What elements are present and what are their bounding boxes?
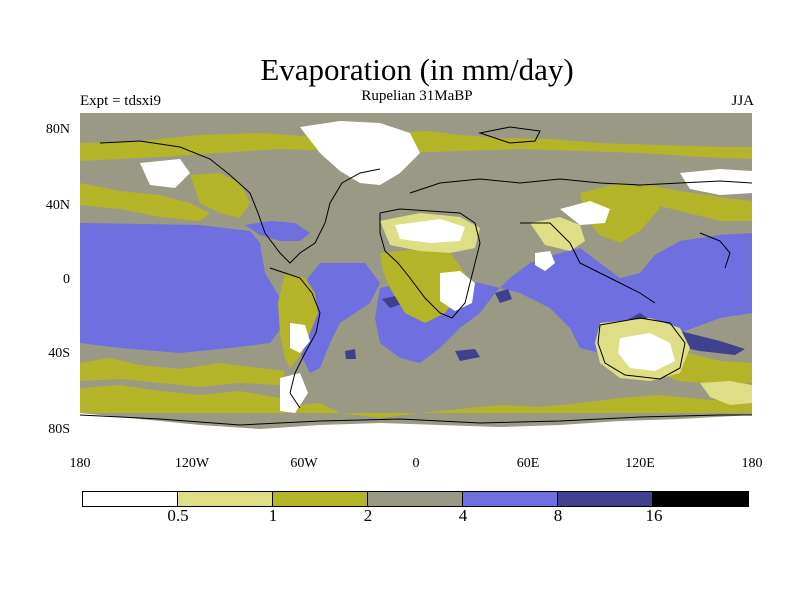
lon-tick-0: 0 bbox=[412, 456, 420, 471]
field-olive-north-2 bbox=[80, 183, 210, 221]
colorbar-box-5 bbox=[463, 492, 558, 506]
lat-tick-80s: 80S bbox=[48, 422, 70, 437]
colorbar bbox=[82, 491, 749, 507]
field-white-gobi bbox=[560, 201, 610, 225]
field-olive-samerica bbox=[278, 273, 318, 368]
field-white-antarctica bbox=[80, 413, 752, 449]
lat-tick-40n: 40N bbox=[45, 198, 70, 213]
colorbar-box-7 bbox=[653, 492, 748, 506]
field-white-india bbox=[535, 251, 555, 271]
colorbar-label-1: 1 bbox=[268, 506, 278, 525]
field-olive-south-2 bbox=[80, 358, 285, 387]
colorbar-label-8: 8 bbox=[553, 506, 563, 525]
colorbar-box-4 bbox=[368, 492, 463, 506]
lon-tick-120e: 120E bbox=[625, 456, 655, 471]
lat-tick-0: 0 bbox=[63, 272, 70, 287]
chart-subtitle: Rupelian 31MaBP bbox=[361, 88, 473, 104]
field-darkblue-4 bbox=[495, 289, 512, 303]
field-white-arctic bbox=[300, 121, 420, 185]
field-blue-pacific-west bbox=[80, 223, 285, 353]
colorbar-box-2 bbox=[178, 492, 273, 506]
season-label: JJA bbox=[731, 93, 754, 109]
field-lightyellow-south bbox=[700, 381, 752, 405]
field-white-safrica bbox=[440, 271, 475, 311]
lat-tick-40s: 40S bbox=[48, 346, 70, 361]
colorbar-label-4: 4 bbox=[458, 506, 468, 525]
colorbar-box-3 bbox=[273, 492, 368, 506]
field-blue-atlantic bbox=[295, 263, 380, 373]
lon-tick-120w: 120W bbox=[174, 456, 210, 471]
field-blue-north-pacific bbox=[245, 221, 310, 241]
field-white-samerica bbox=[290, 323, 310, 353]
colorbar-label-0.5: 0.5 bbox=[167, 506, 189, 525]
field-white-northeast bbox=[680, 169, 752, 195]
lon-tick-60e: 60E bbox=[516, 456, 540, 471]
field-olive-south bbox=[80, 385, 752, 418]
lat-tick-80n: 80N bbox=[45, 122, 70, 137]
field-white-sahara bbox=[395, 219, 465, 243]
lon-tick-60w: 60W bbox=[290, 456, 318, 471]
field-olive-namerica bbox=[190, 173, 250, 218]
colorbar-box-1 bbox=[83, 492, 178, 506]
field-white-namerica bbox=[140, 159, 190, 188]
field-olive-asia bbox=[580, 183, 660, 243]
lon-tick-180w: 180 bbox=[69, 456, 91, 471]
evaporation-map bbox=[80, 113, 752, 449]
colorbar-label-16: 16 bbox=[645, 506, 663, 525]
field-darkblue-5 bbox=[345, 349, 356, 359]
colorbar-box-6 bbox=[558, 492, 653, 506]
experiment-label: Expt = tdsxi9 bbox=[80, 93, 161, 109]
field-white-australia bbox=[618, 333, 675, 371]
field-lightyellow-arabia bbox=[530, 217, 585, 251]
lon-tick-180e: 180 bbox=[741, 456, 763, 471]
chart-title: Evaporation (in mm/day) bbox=[260, 52, 574, 87]
field-olive-north-3 bbox=[640, 183, 752, 221]
field-darkblue-2 bbox=[455, 349, 480, 361]
field-white-chile bbox=[280, 373, 308, 413]
coastlines bbox=[80, 126, 752, 426]
colorbar-label-2: 2 bbox=[363, 506, 373, 525]
